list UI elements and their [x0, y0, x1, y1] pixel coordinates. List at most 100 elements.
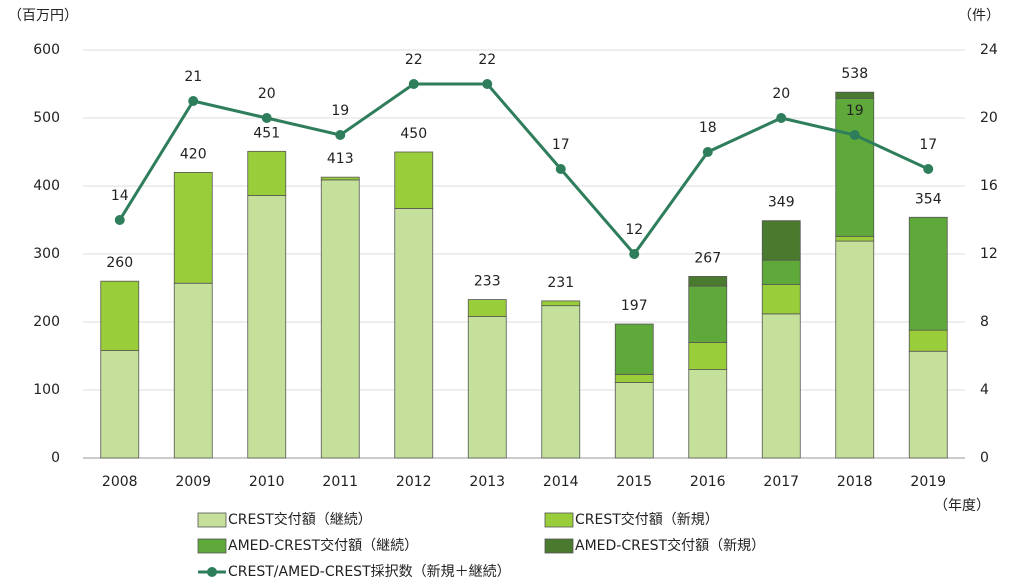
bar-segment — [908, 216, 948, 331]
y-tick-label: 600 — [33, 42, 60, 58]
point-label: 20 — [258, 86, 276, 102]
y-tick-label: 100 — [33, 382, 60, 398]
point-label: 12 — [625, 222, 643, 238]
bar-segment — [761, 259, 801, 285]
legend-swatch — [544, 512, 574, 528]
point-label: 19 — [846, 103, 864, 119]
total-label: 267 — [694, 250, 721, 266]
y-tick-label: 0 — [51, 450, 60, 466]
bar-segment — [908, 350, 948, 459]
x-tick-label: 2016 — [690, 474, 726, 490]
legend-swatch — [197, 512, 227, 528]
legend-label: AMED-CREST交付額（新規） — [575, 537, 765, 554]
bar-segment — [761, 313, 801, 459]
bar-segment — [320, 179, 360, 459]
bar-segment — [467, 316, 507, 459]
line-point — [629, 249, 640, 259]
bar-segment — [247, 195, 287, 459]
y-tick-label: 200 — [33, 314, 60, 330]
total-label: 197 — [621, 298, 648, 314]
legend-label: AMED-CREST交付額（継続） — [228, 537, 418, 554]
point-label: 18 — [699, 120, 717, 136]
y2-tick-label: 4 — [980, 382, 989, 398]
total-label: 354 — [915, 191, 942, 207]
bar-segment — [394, 208, 434, 459]
bar-segment — [835, 235, 875, 242]
total-label: 349 — [768, 195, 795, 211]
bar-segment — [835, 240, 875, 459]
x-tick-label: 2015 — [616, 474, 652, 490]
y2-tick-label: 0 — [980, 450, 989, 466]
line-series — [118, 82, 929, 257]
bar-segment — [908, 329, 948, 352]
line-point — [849, 130, 860, 140]
total-label: 413 — [327, 151, 354, 167]
bar-segment — [688, 341, 728, 370]
x-tick-label: 2017 — [763, 474, 799, 490]
line-point — [261, 113, 272, 123]
total-label: 231 — [547, 275, 574, 291]
line-point — [702, 147, 713, 157]
y-tick-label: 500 — [33, 110, 60, 126]
bar-segment — [614, 382, 654, 459]
bar-segment — [100, 280, 140, 351]
x-tick-label: 2013 — [469, 474, 505, 490]
point-label: 22 — [478, 52, 496, 68]
y2-tick-label: 12 — [980, 246, 998, 262]
point-label: 17 — [552, 137, 570, 153]
y2-axis-label: （件） — [958, 8, 1000, 24]
line-point — [188, 96, 199, 106]
bar-segment — [835, 91, 875, 99]
line-point — [335, 130, 346, 140]
bar-segment — [467, 299, 507, 317]
line-point — [482, 79, 493, 89]
legend-swatch — [197, 538, 227, 554]
bar-segment — [541, 305, 581, 459]
y-tick-label: 300 — [33, 246, 60, 262]
line-point — [555, 164, 566, 174]
total-label: 538 — [841, 66, 868, 82]
x-tick-label: 2008 — [102, 474, 138, 490]
x-tick-label: 2019 — [910, 474, 946, 490]
bar-segment — [541, 300, 581, 307]
y-axis-label: （百万円） — [8, 8, 78, 24]
bar-segment — [761, 284, 801, 315]
point-label: 19 — [331, 103, 349, 119]
line-point — [776, 113, 787, 123]
bar-segment — [761, 220, 801, 261]
bar-segment — [614, 373, 654, 383]
bar-segment — [173, 282, 213, 459]
line-point — [408, 79, 419, 89]
total-label: 451 — [253, 125, 280, 141]
bar-segment — [835, 97, 875, 237]
point-label: 17 — [919, 137, 937, 153]
bar-segment — [320, 176, 360, 181]
y2-tick-label: 20 — [980, 110, 998, 126]
y2-tick-label: 16 — [980, 178, 998, 194]
legend-marker — [207, 567, 217, 577]
bar-segment — [688, 369, 728, 459]
total-label: 233 — [474, 274, 501, 290]
bar-segment — [614, 323, 654, 375]
total-label: 450 — [400, 126, 427, 142]
bar-segment — [100, 350, 140, 459]
legend-label: CREST/AMED-CREST採択数（新規＋継続） — [228, 563, 511, 580]
total-label: 420 — [180, 146, 207, 162]
x-tick-label: 2012 — [396, 474, 432, 490]
point-label: 14 — [111, 188, 129, 204]
bar-segment — [394, 151, 434, 209]
x-tick-label: 2011 — [322, 474, 358, 490]
x-tick-label: 2014 — [543, 474, 579, 490]
point-label: 20 — [772, 86, 790, 102]
x-axis-label: （年度） — [934, 498, 990, 514]
x-tick-label: 2010 — [249, 474, 285, 490]
legend-label: CREST交付額（継続） — [228, 511, 372, 528]
line-point — [114, 215, 125, 225]
total-label: 260 — [106, 255, 133, 271]
y2-tick-label: 8 — [980, 314, 989, 330]
legend-swatch — [544, 538, 574, 554]
bar-segment — [173, 171, 213, 284]
x-tick-label: 2009 — [175, 474, 211, 490]
legend-label: CREST交付額（新規） — [575, 511, 719, 528]
